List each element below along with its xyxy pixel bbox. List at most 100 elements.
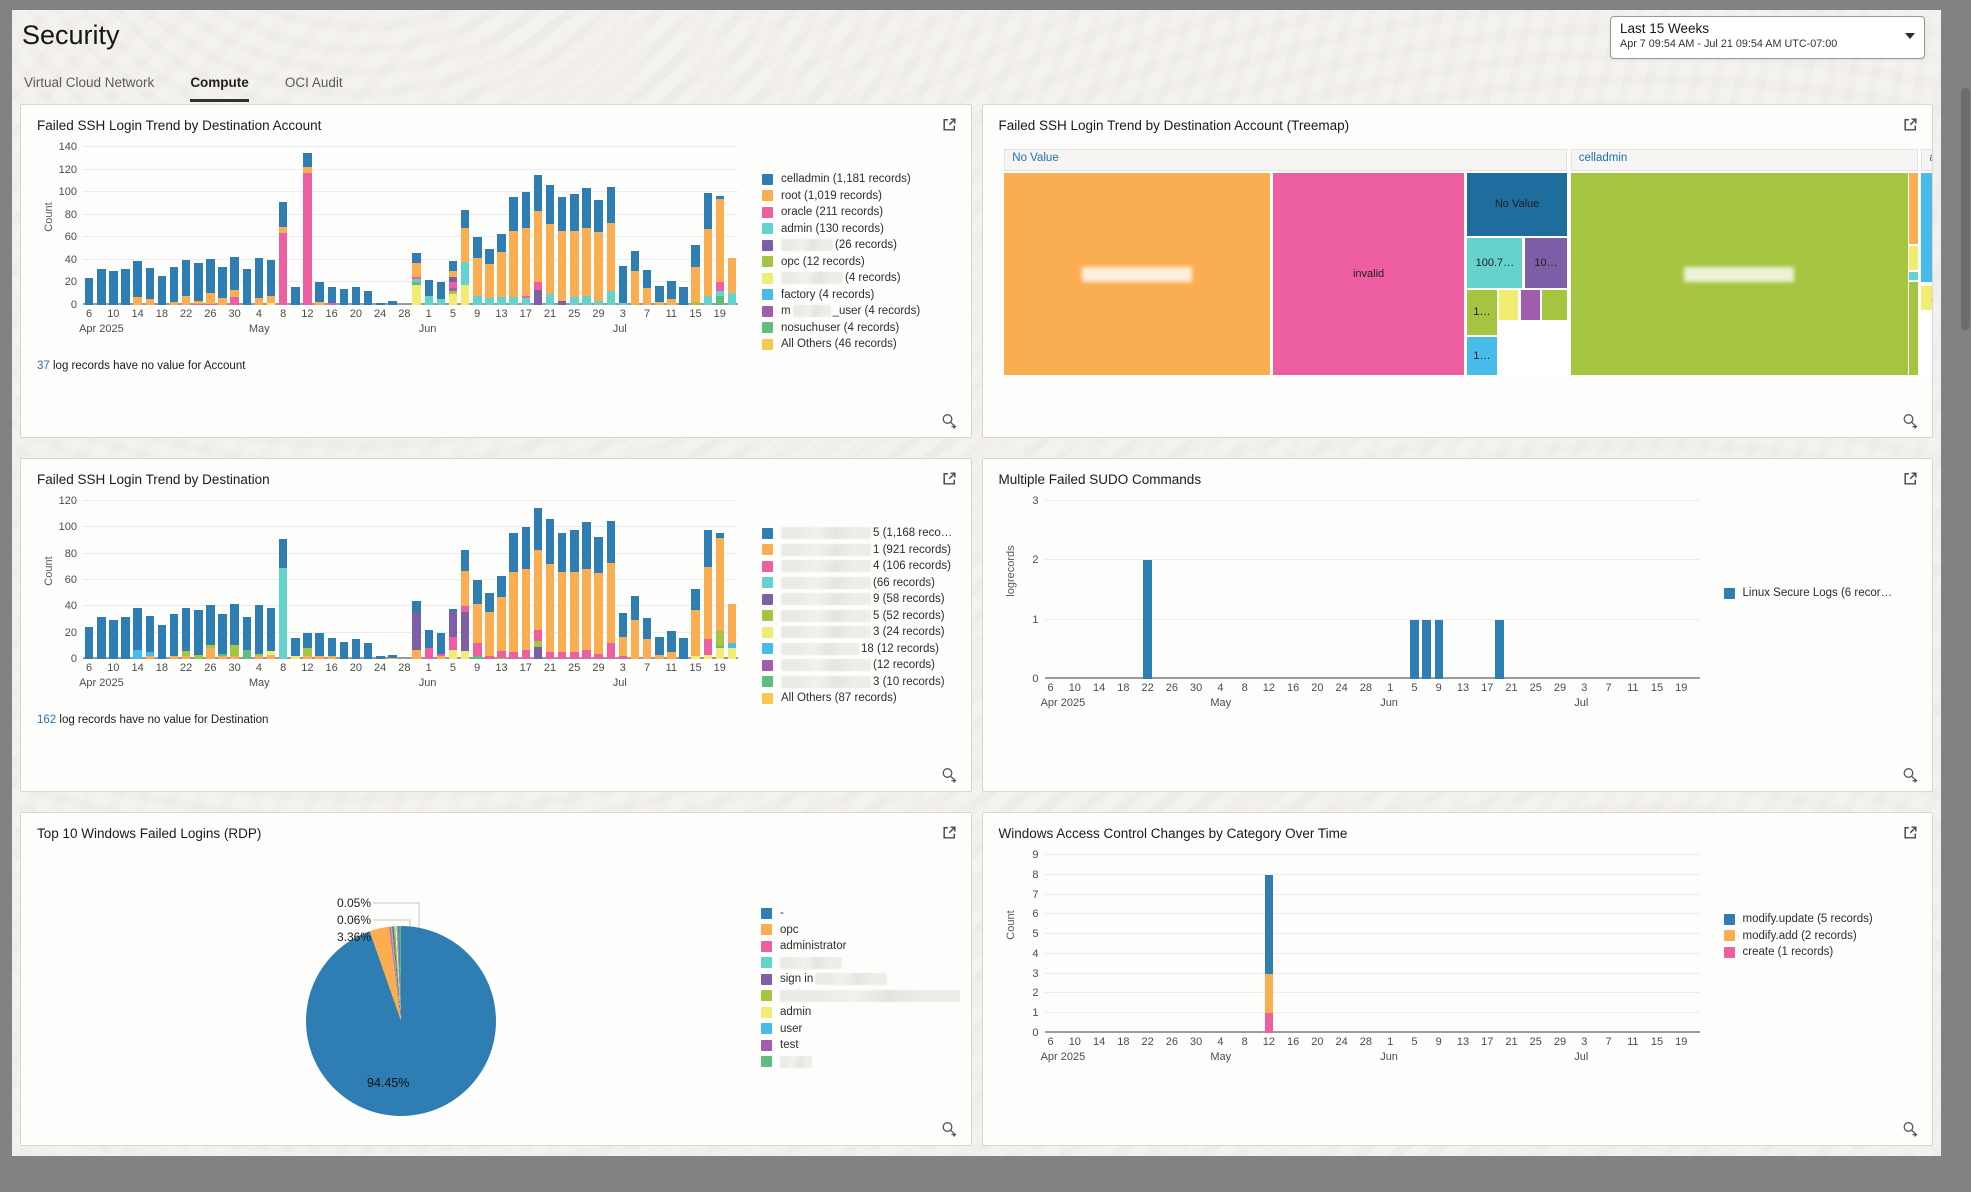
bar-segment[interactable] bbox=[715, 537, 725, 632]
bar-segment[interactable] bbox=[97, 268, 106, 305]
open-in-new-window-icon[interactable] bbox=[941, 470, 958, 487]
bar-segment[interactable] bbox=[582, 228, 591, 296]
bar-segment[interactable] bbox=[424, 280, 434, 296]
bar-segment[interactable] bbox=[703, 295, 713, 305]
bar-segment[interactable] bbox=[169, 614, 179, 657]
bar-segment[interactable] bbox=[473, 656, 482, 659]
bar-segment[interactable] bbox=[533, 549, 543, 631]
legend-item[interactable]: (66 records) bbox=[762, 576, 952, 589]
bar-segment[interactable] bbox=[533, 290, 543, 305]
tab-compute[interactable]: Compute bbox=[190, 75, 249, 102]
bar-segment[interactable] bbox=[691, 245, 700, 267]
drilldown-search-icon[interactable] bbox=[940, 766, 958, 784]
bar-segment[interactable] bbox=[533, 647, 543, 659]
bar-segment[interactable] bbox=[412, 263, 421, 277]
bar-segment[interactable] bbox=[266, 259, 276, 296]
bar-segment[interactable] bbox=[485, 593, 494, 612]
bar-segment[interactable] bbox=[509, 572, 518, 653]
bar-segment[interactable] bbox=[667, 652, 676, 659]
bar-segment[interactable] bbox=[448, 608, 458, 612]
bar-segment[interactable] bbox=[254, 605, 264, 654]
bar-segment[interactable] bbox=[509, 532, 518, 573]
bar-segment[interactable] bbox=[545, 185, 555, 224]
treemap-node[interactable]: 100.7… bbox=[1466, 236, 1524, 290]
bar-segment[interactable] bbox=[703, 529, 713, 567]
bar-segment[interactable] bbox=[327, 302, 337, 305]
bar-segment[interactable] bbox=[460, 262, 470, 285]
bar-segment[interactable] bbox=[169, 266, 179, 302]
open-in-new-window-icon[interactable] bbox=[941, 824, 958, 841]
bar-segment[interactable] bbox=[181, 656, 191, 659]
bar-segment[interactable] bbox=[1410, 619, 1419, 679]
bar-segment[interactable] bbox=[655, 655, 664, 659]
bar-segment[interactable] bbox=[218, 298, 227, 305]
bar-segment[interactable] bbox=[218, 614, 227, 654]
bar-segment[interactable] bbox=[618, 656, 628, 659]
bar-segment[interactable] bbox=[1434, 619, 1444, 679]
time-range-select[interactable]: Last 15 Weeks Apr 7 09:54 AM - Jul 21 09… bbox=[1610, 16, 1925, 59]
bar-segment[interactable] bbox=[412, 279, 421, 283]
bar-segment[interactable] bbox=[485, 611, 494, 657]
bar-segment[interactable] bbox=[388, 657, 397, 659]
bar-segment[interactable] bbox=[230, 290, 239, 298]
bar-segment[interactable] bbox=[424, 295, 434, 305]
bar-segment[interactable] bbox=[412, 601, 421, 612]
bar-segment[interactable] bbox=[594, 653, 603, 659]
bar-segment[interactable] bbox=[667, 631, 676, 653]
bar-segment[interactable] bbox=[194, 610, 203, 656]
bar-segment[interactable] bbox=[557, 196, 567, 231]
bar-segment[interactable] bbox=[169, 656, 179, 659]
legend-item[interactable]: All Others (87 records) bbox=[762, 692, 952, 704]
bar-segment[interactable] bbox=[460, 570, 470, 607]
bar-segment[interactable] bbox=[691, 589, 700, 611]
bar-segment[interactable] bbox=[606, 291, 615, 305]
treemap-node[interactable]: 1… bbox=[1466, 335, 1498, 376]
bar-segment[interactable] bbox=[570, 230, 579, 298]
tab-oci-audit[interactable]: OCI Audit bbox=[284, 75, 343, 90]
bar-segment[interactable] bbox=[279, 232, 288, 305]
bar-segment[interactable] bbox=[230, 297, 239, 305]
bar-segment[interactable] bbox=[703, 655, 713, 659]
bar-segment[interactable] bbox=[618, 302, 628, 305]
bar-segment[interactable] bbox=[254, 656, 264, 659]
bar-segment[interactable] bbox=[473, 237, 482, 258]
bar-segment[interactable] bbox=[97, 616, 106, 659]
bar-segment[interactable] bbox=[363, 291, 373, 305]
bar-segment[interactable] bbox=[473, 580, 482, 604]
bar-segment[interactable] bbox=[266, 302, 276, 305]
legend-item[interactable]: 1 (921 records) bbox=[762, 543, 952, 556]
bar-segment[interactable] bbox=[133, 649, 142, 659]
legend-item[interactable]: 3 (10 records) bbox=[762, 675, 952, 688]
bar-segment[interactable] bbox=[460, 284, 470, 305]
legend-item[interactable]: admin (130 records) bbox=[762, 223, 920, 235]
bar-segment[interactable] bbox=[230, 644, 239, 657]
legend-item[interactable]: modify.add (2 records) bbox=[1723, 930, 1873, 942]
bar-segment[interactable] bbox=[570, 194, 579, 231]
bar-segment[interactable] bbox=[715, 198, 725, 283]
legend-item[interactable]: admin bbox=[761, 1006, 960, 1018]
drilldown-search-icon[interactable] bbox=[1901, 766, 1919, 784]
bar-segment[interactable] bbox=[194, 303, 203, 305]
bar-segment[interactable] bbox=[436, 632, 446, 654]
legend-item[interactable]: administrator bbox=[761, 940, 960, 952]
bar-segment[interactable] bbox=[533, 507, 543, 550]
bar-segment[interactable] bbox=[509, 297, 518, 305]
bar-segment[interactable] bbox=[230, 603, 239, 645]
bar-segment[interactable] bbox=[521, 569, 531, 650]
bar-segment[interactable] bbox=[194, 263, 203, 301]
bar-segment[interactable] bbox=[521, 527, 531, 570]
bar-segment[interactable] bbox=[266, 651, 276, 656]
legend-item[interactable]: 5 (52 records) bbox=[762, 609, 952, 622]
legend-item[interactable]: (12 records) bbox=[762, 659, 952, 671]
bar-segment[interactable] bbox=[303, 172, 312, 305]
bar-segment[interactable] bbox=[181, 295, 191, 305]
bar-segment[interactable] bbox=[594, 300, 603, 305]
bar-segment[interactable] bbox=[242, 649, 252, 659]
treemap-node[interactable] bbox=[1907, 244, 1919, 271]
treemap-group-header[interactable]: ad… bbox=[1921, 149, 1933, 171]
bar-segment[interactable] bbox=[109, 619, 118, 659]
legend-item[interactable]: - bbox=[761, 907, 960, 919]
bar-segment[interactable] bbox=[327, 286, 337, 303]
bar-segment[interactable] bbox=[1264, 1013, 1274, 1033]
legend-item[interactable]: Linux Secure Logs (6 recor… bbox=[1723, 587, 1892, 599]
